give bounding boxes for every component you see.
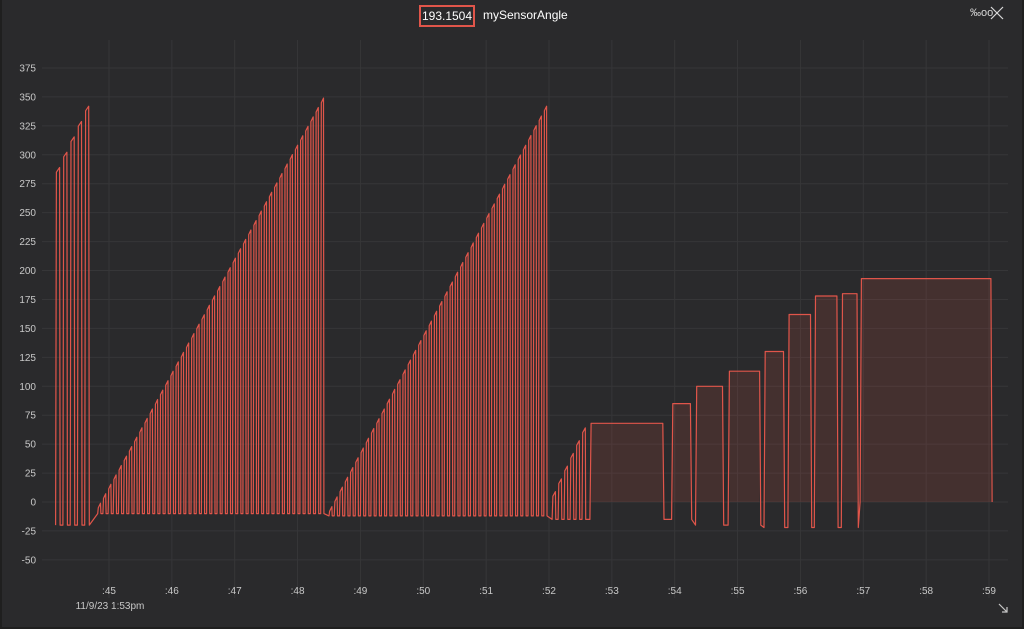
y-tick-label: 375 xyxy=(19,64,36,75)
y-tick-label: 200 xyxy=(19,266,36,277)
y-tick-label: 275 xyxy=(19,179,36,190)
chart-grid xyxy=(42,40,1008,598)
x-tick-label: :59 xyxy=(982,586,996,597)
x-tick-label: :49 xyxy=(353,586,367,597)
y-tick-label: 125 xyxy=(19,353,36,364)
x-tick-label: :50 xyxy=(416,586,430,597)
y-tick-label: 225 xyxy=(19,237,36,248)
x-tick-label: :56 xyxy=(793,586,807,597)
current-value-badge: 193.1504 xyxy=(419,5,475,27)
y-tick-label: -50 xyxy=(22,555,37,566)
y-tick-label: 300 xyxy=(19,150,36,161)
x-tick-label: :54 xyxy=(668,586,682,597)
x-axis-date-label: 11/9/23 1:53pm xyxy=(76,601,145,612)
y-tick-label: 0 xyxy=(30,498,36,509)
y-tick-label: 150 xyxy=(19,324,36,335)
y-tick-label: 175 xyxy=(19,295,36,306)
x-tick-label: :51 xyxy=(479,586,493,597)
x-tick-label: :53 xyxy=(605,586,619,597)
y-tick-label: 350 xyxy=(19,92,36,103)
permille-icon[interactable]: ‰oo xyxy=(970,7,994,19)
x-axis: :45 :46 :47 :48 :49 :50 :51 :52 :53 :54 :55 :56 :57:… xyxy=(102,586,996,597)
x-tick-label: :45 xyxy=(102,586,116,597)
y-tick-label: -25 xyxy=(22,526,37,537)
x-tick-label: :47 xyxy=(228,586,242,597)
x-tick-label: :58 xyxy=(919,586,933,597)
x-tick-label: :52 xyxy=(542,586,556,597)
resize-handle-icon[interactable] xyxy=(998,603,1008,613)
chart-header: 193.1504 mySensorAngle ‰oo xyxy=(2,0,1024,30)
y-tick-label: 250 xyxy=(19,208,36,219)
y-tick-label: 325 xyxy=(19,121,36,132)
x-tick-label: :55 xyxy=(731,586,745,597)
y-tick-label: 75 xyxy=(25,411,37,422)
y-tick-label: 100 xyxy=(19,382,36,393)
y-axis: 3753503253002752502252001751501251007550… xyxy=(19,64,36,567)
close-icon[interactable] xyxy=(989,5,1005,21)
series-line-mysensorangle xyxy=(55,97,993,529)
series-area-fill xyxy=(591,278,991,502)
y-tick-label: 50 xyxy=(25,440,37,451)
x-tick-label: :57 xyxy=(856,586,870,597)
x-tick-label: :48 xyxy=(291,586,305,597)
series-name-label: mySensorAngle xyxy=(483,8,568,22)
x-tick-label: :46 xyxy=(165,586,179,597)
y-tick-label: 25 xyxy=(25,469,37,480)
